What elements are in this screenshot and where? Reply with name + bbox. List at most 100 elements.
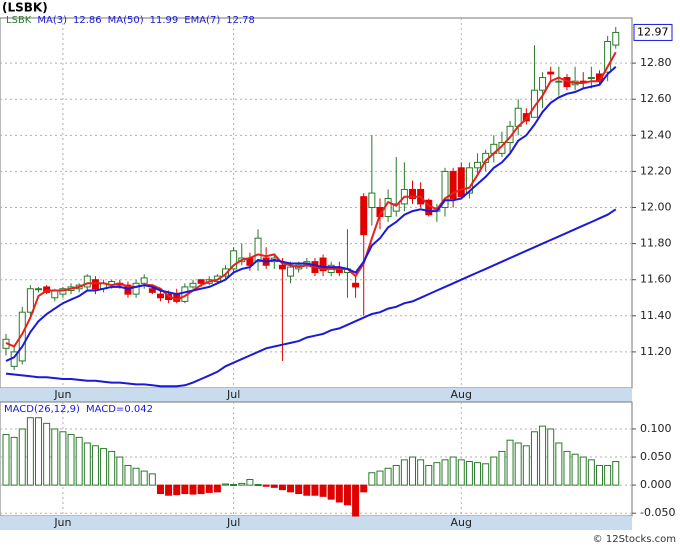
y-tick-label: 12.40: [640, 128, 672, 141]
macd-bar: [83, 442, 91, 486]
candle-body: [465, 167, 473, 194]
candle-body: [604, 40, 612, 73]
macd-bar: [189, 484, 197, 495]
macd-bar: [417, 459, 425, 486]
footer: © 12Stocks.com: [593, 534, 676, 545]
macd-bar: [197, 484, 205, 495]
macd-bar: [392, 464, 400, 486]
macd-bar: [108, 450, 116, 486]
macd-bar: [75, 436, 83, 486]
macd-bar: [287, 484, 295, 493]
macd-bar: [303, 484, 311, 496]
macd-bar: [51, 428, 59, 486]
candle-body: [156, 293, 164, 299]
x-tick-label: Jun: [53, 516, 71, 529]
macd-bar: [441, 459, 449, 486]
y-tick-label: 12.00: [640, 201, 672, 214]
indicator-line: [5, 65, 617, 362]
indicator-line: [5, 208, 617, 388]
macd-bar: [409, 456, 416, 486]
macd-bar: [2, 434, 10, 486]
macd-bar: [156, 484, 164, 495]
macd-bar: [311, 484, 319, 496]
macd-bar: [368, 472, 376, 486]
legend-text: 12.78: [226, 15, 255, 26]
indicator-line: [5, 51, 617, 348]
legend-text: MA(3): [37, 15, 67, 26]
macd-name: MACD(26,12,9): [4, 404, 80, 415]
candle-body: [222, 268, 230, 277]
candle-body: [612, 31, 620, 46]
x-tick-label: Jul: [226, 388, 240, 401]
macd-bar: [270, 484, 278, 488]
last-price-box: [633, 23, 673, 41]
macd-bar: [18, 428, 26, 486]
macd-bar: [262, 484, 270, 487]
y-tick-label: 12.80: [640, 56, 672, 69]
candle-body: [287, 266, 295, 277]
macd-bar: [555, 442, 563, 486]
macd-bar: [604, 464, 612, 486]
macd-bar: [587, 459, 595, 486]
macd-bar: [319, 484, 327, 497]
macd-bar: [59, 431, 67, 486]
candle-body: [368, 192, 376, 209]
macd-bar: [563, 450, 571, 486]
macd-bar: [67, 434, 75, 486]
legend-text: 12.86: [73, 15, 102, 26]
macd-bar: [148, 473, 156, 486]
candle-body: [83, 275, 91, 288]
macd-bar: [343, 484, 351, 506]
y-tick-label: 12.60: [640, 92, 672, 105]
candle-body: [474, 161, 482, 169]
candle-body: [449, 170, 457, 199]
macd-bar: [26, 417, 34, 486]
macd-bar: [116, 456, 124, 486]
candle-body: [539, 77, 547, 91]
legend-text: 11.99: [150, 15, 179, 26]
candle-body: [230, 250, 238, 270]
macd-bar: [400, 459, 408, 486]
date-band: [0, 388, 632, 402]
macd-bar: [173, 484, 181, 496]
macd-bar: [43, 422, 51, 486]
macd-bar: [384, 467, 392, 486]
candle-body: [360, 196, 368, 236]
macd-bar: [595, 464, 603, 486]
macd-value: 0.042: [124, 404, 153, 415]
macd-bar: [571, 453, 579, 486]
macd-bar: [530, 431, 538, 486]
macd-bar: [514, 442, 522, 486]
macd-bar: [205, 484, 213, 493]
macd-bar: [222, 483, 230, 486]
macd-bar: [295, 484, 303, 495]
macd-bar: [547, 428, 555, 486]
candle-body: [319, 257, 327, 272]
price-panel: [0, 17, 633, 389]
candle-body: [555, 80, 563, 83]
candle-body: [26, 288, 34, 313]
x-tick-label: Jun: [53, 388, 71, 401]
candle-body: [140, 277, 148, 284]
macd-bar: [254, 484, 262, 487]
macd-bar: [474, 462, 482, 486]
x-tick-label: Aug: [451, 388, 472, 401]
macd-bar: [181, 484, 189, 495]
macd-bar: [612, 461, 620, 486]
y-tick-label: 11.40: [640, 309, 672, 322]
y-tick-label: 11.80: [640, 237, 672, 250]
y-tick-label: 0.050: [640, 450, 672, 463]
date-band: [0, 516, 632, 530]
macd-bar: [278, 484, 286, 491]
legend: LSBK MA(3) 12.86 MA(50) 11.99 EMA(7) 12.78: [6, 15, 255, 26]
candle-body: [457, 167, 465, 198]
macd-bar: [506, 439, 514, 486]
legend-text: MA(50): [108, 15, 144, 26]
macd-prefix: MACD=: [86, 404, 124, 415]
y-tick-label: -0.050: [640, 506, 675, 519]
macd-bar: [124, 464, 132, 486]
macd-bar: [465, 461, 473, 486]
candle-body: [409, 188, 416, 199]
legend-text: EMA(7): [184, 15, 220, 26]
